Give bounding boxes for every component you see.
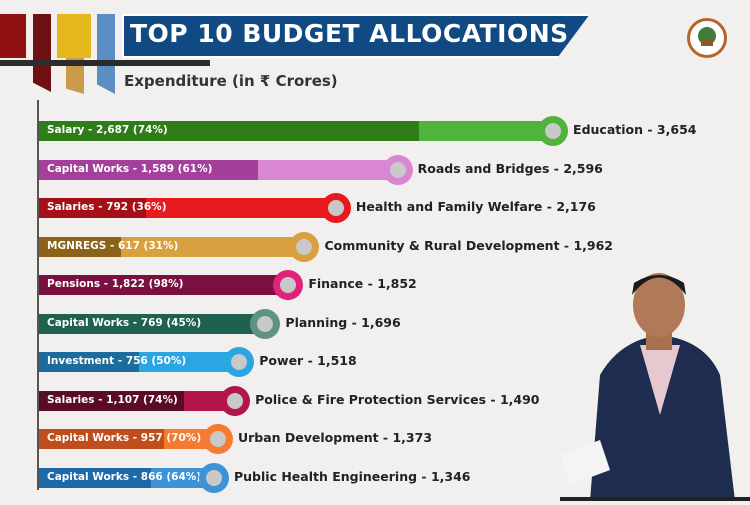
category-label: Urban Development - 1,373 <box>237 430 433 445</box>
bar-row-8: Capital Works - 957 (70%) Urban Developm… <box>39 424 432 454</box>
category-label: Education - 3,654 <box>573 122 697 137</box>
bar-sub-portion <box>39 467 151 488</box>
speaker-photo <box>520 265 750 501</box>
bar-row-3: MGNREGS - 617 (31%) Community & Rural De… <box>39 231 613 262</box>
knob-center <box>206 469 222 486</box>
knob-center <box>257 315 274 332</box>
sub-item-label: Salaries - 792 (36%) <box>47 201 167 213</box>
bar-sub-portion <box>39 352 140 372</box>
bar-end-knob <box>224 347 255 377</box>
bar-end-knob <box>273 270 304 300</box>
bar-end-knob <box>289 231 320 262</box>
bar-end-knob <box>320 193 351 223</box>
decor-block-yellow <box>57 14 91 58</box>
chart-title: TOP 10 BUDGET ALLOCATIONS <box>130 19 569 48</box>
bar-sub-portion <box>39 198 146 218</box>
bar-row-9: Capital Works - 866 (64%) Public Health … <box>39 462 471 493</box>
knob-center <box>231 354 248 370</box>
bar-sub-portion <box>39 390 185 411</box>
decor-ribbon-blue <box>97 14 115 94</box>
category-label: Police & Fire Protection Services - 1,49… <box>255 391 540 407</box>
bar-end-knob <box>538 116 569 146</box>
bar-row-0: Salary - 2,687 (74%) Education - 3,654 <box>39 116 696 146</box>
government-seal-logo <box>687 18 727 58</box>
sub-item-label: Capital Works - 1,589 (61%) <box>47 162 213 175</box>
bar-row-5: Capital Works - 769 (45%) Planning - 1,6… <box>39 308 401 339</box>
decor-ribbon-maroon <box>33 14 51 92</box>
category-label: Roads and Bridges - 2,596 <box>417 160 603 176</box>
knob-center <box>296 238 313 255</box>
sub-item-label: Capital Works - 957 (70%) <box>47 432 202 444</box>
bar-sub-portion <box>39 313 141 334</box>
sub-item-label: Pensions - 1,822 (98%) <box>47 278 184 290</box>
knob-center <box>327 200 344 216</box>
sub-item-label: Investment - 756 (50%) <box>47 355 187 367</box>
bar-end-knob <box>202 424 233 454</box>
bar-sub-portion <box>39 429 165 449</box>
sub-item-label: MGNREGS - 617 (31%) <box>47 239 179 252</box>
decor-dark-stripe <box>0 60 210 66</box>
knob-center <box>389 161 406 178</box>
bar-sub-portion <box>39 236 122 257</box>
decor-block-red <box>0 14 26 58</box>
bar-row-2: Salaries - 792 (36%) Health and Family W… <box>39 193 596 223</box>
bar-sub-portion <box>39 121 420 141</box>
category-label: Power - 1,518 <box>259 353 357 368</box>
category-label: Community & Rural Development - 1,962 <box>324 237 613 253</box>
category-label: Finance - 1,852 <box>308 276 417 291</box>
knob-center <box>209 431 226 447</box>
sub-item-label: Capital Works - 866 (64%) <box>47 470 202 483</box>
bar-sub-portion <box>39 159 258 180</box>
knob-center <box>545 123 562 139</box>
sub-item-label: Salaries - 1,107 (74%) <box>47 393 178 406</box>
sub-item-label: Capital Works - 769 (45%) <box>47 316 202 329</box>
y-axis-line <box>37 100 39 490</box>
decor-ribbon-gold <box>66 58 84 94</box>
bar-row-1: Capital Works - 1,589 (61%) Roads and Br… <box>39 154 603 185</box>
bar-end-knob <box>199 462 229 493</box>
category-label: Planning - 1,696 <box>285 314 401 330</box>
knob-center <box>227 392 244 409</box>
bar-end-knob <box>250 308 281 339</box>
chart-subtitle: Expenditure (in ₹ Crores) <box>124 72 338 90</box>
bar-end-knob <box>220 385 251 416</box>
bar-sub-portion <box>39 275 284 295</box>
bar-row-6: Investment - 756 (50%) Power - 1,518 <box>39 347 357 377</box>
category-label: Public Health Engineering - 1,346 <box>234 468 471 484</box>
bar-row-7: Salaries - 1,107 (74%) Police & Fire Pro… <box>39 385 540 416</box>
knob-center <box>280 277 297 293</box>
bar-end-knob <box>382 154 413 185</box>
category-label: Health and Family Welfare - 2,176 <box>355 199 596 214</box>
sub-item-label: Salary - 2,687 (74%) <box>47 124 168 136</box>
bar-row-4: Pensions - 1,822 (98%) Finance - 1,852 <box>39 270 417 300</box>
